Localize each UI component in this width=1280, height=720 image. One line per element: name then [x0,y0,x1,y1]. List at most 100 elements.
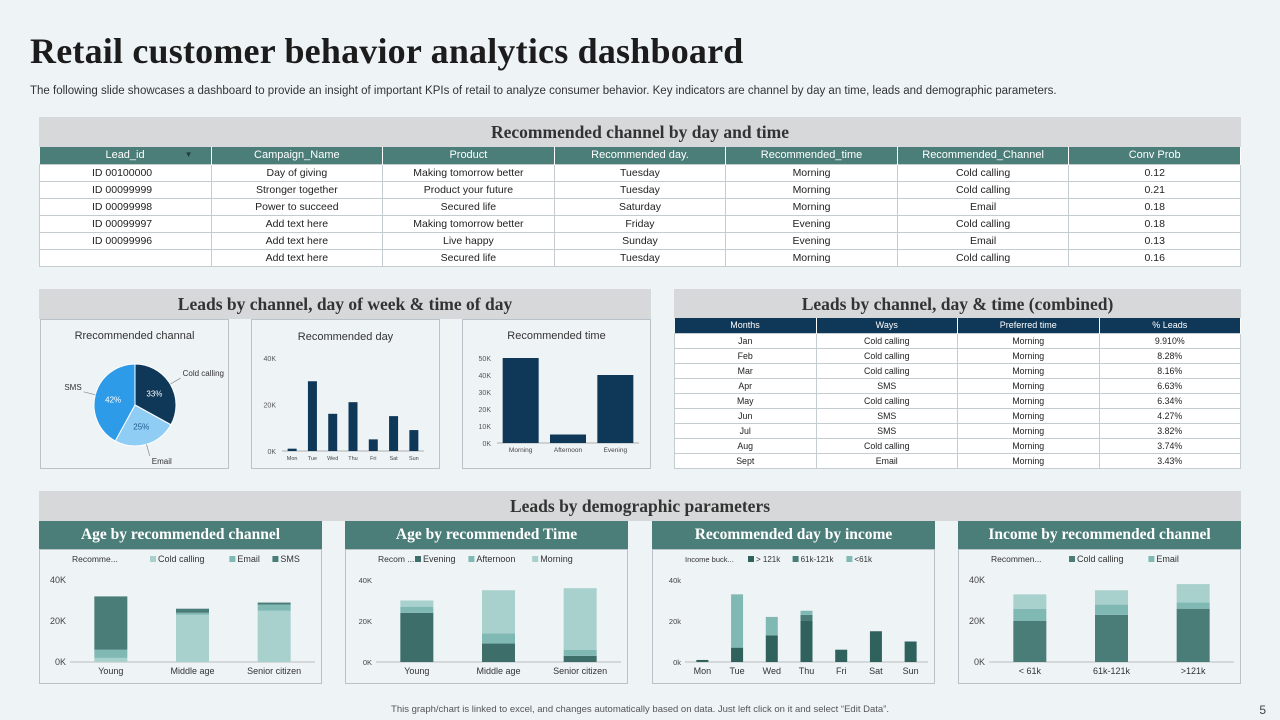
stacked-bar-segment [835,649,848,662]
legend-label: Evening [423,554,456,564]
stacked-bar-chart[interactable]: Recomme... Cold calling Email SMS 0K 20K 40K Yo… [40,550,323,685]
x-tick-label: 61k-121k [1093,666,1131,676]
section3-table-box: Months Ways Preferred time% Leads Jan Cold … [674,318,1241,469]
table-cell: Morning [957,407,1100,424]
legend-title: Recomme... [72,554,118,564]
column-header[interactable]: Ways [816,318,958,333]
legend-swatch [272,556,279,562]
table-row: Add text here Secured life Tuesday Morning C… [39,248,1241,267]
table-cell: Secured life [382,197,555,216]
table-cell: Tuesday [553,163,727,182]
table-cell: 0.16 [1068,248,1241,267]
legend-label: Afternoon [476,554,515,564]
column-header[interactable]: Preferred time [957,318,1100,333]
stacked-bar-chart[interactable]: Income buck... > 121k 61k-121k <61k 0k 20k 40k… [653,550,936,685]
table-row: May Cold calling Morning 6.34% [674,392,1241,409]
table-cell: Tuesday [553,180,727,199]
footnote: This graph/chart is linked to excel, and… [391,704,889,715]
pie-chart[interactable]: 33% Cold calling 25% Email 42% SMS [41,320,230,470]
table-cell: Morning [957,392,1100,409]
column-header[interactable]: Conv Prob [1068,147,1241,164]
x-tick-label: Wed [763,666,781,676]
stacked-bar-chart[interactable]: Recom ... Evening Afternoon Morning 0K 20K 40K… [346,550,629,685]
table-cell: Morning [957,377,1100,394]
table-cell: Cold calling [815,392,958,409]
page-subtitle: The following slide showcases a dashboar… [30,85,1057,97]
table-cell: 4.27% [1098,407,1241,424]
x-tick-label: Middle age [170,666,214,676]
demographic-chart-heading: Recommended day by income [652,521,935,549]
table-row: Apr SMS Morning 6.63% [674,377,1241,394]
y-tick-label: 40K [969,575,985,585]
legend-label: 61k-121k [801,555,835,564]
column-header[interactable]: Recommended_Channel [897,147,1070,164]
y-tick-label: 10K [479,424,492,431]
time-chart-title: Recommended time [507,330,606,342]
column-header[interactable]: Lead_id ▼ [39,147,212,164]
table-cell: Morning [957,347,1100,364]
table-cell: 3.74% [1098,437,1241,454]
x-tick-label: Evening [604,447,628,454]
table-cell: Morning [957,362,1100,379]
stacked-bar-segment [482,643,515,662]
y-tick-label: 0K [363,658,372,667]
table-cell: Cold calling [815,347,958,364]
table-cell: Cold calling [815,332,958,349]
time-bar-chart[interactable]: 0K 10K 20K 30K 40K 50K Morning Afternoon Evening [463,320,652,470]
column-header[interactable]: Campaign_Name [211,147,384,164]
table-cell: Making tomorrow better [382,163,555,182]
x-tick-label: Sun [903,666,919,676]
x-tick-label: Thu [799,666,815,676]
day-bar-chart[interactable]: 0K 20K 40K Mon Tue Wed Thu Fri Sat Sun [252,320,441,470]
column-header[interactable]: Product [382,147,555,164]
table-cell: 3.43% [1098,452,1241,469]
dropdown-arrow-icon[interactable]: ▼ [184,150,193,159]
legend-label: > 121k [756,555,781,564]
stacked-bar-segment [904,641,917,662]
column-header[interactable]: Recommended day. [554,147,727,164]
table-cell: Morning [957,437,1100,454]
table-cell: 0.18 [1068,214,1241,233]
bar [287,448,297,451]
legend-swatch [748,556,754,562]
table-cell: Morning [957,452,1100,469]
table-cell: Stronger together [210,180,384,199]
stacked-bar-segment [257,610,291,662]
stacked-bar-segment [94,657,128,662]
combined-leads-table: Months Ways Preferred time% Leads Jan Cold … [674,318,1241,469]
bar [328,413,338,451]
table-row: ID 00099998 Power to succeed Secured life S… [39,197,1241,216]
stacked-bar-segment [1013,594,1047,609]
legend-swatch [415,556,421,562]
x-tick-label: < 61k [1019,666,1042,676]
demographic-chart-panel: Recomme... Cold calling Email SMS 0K 20K 40K Yo… [39,549,322,684]
stacked-bar-segment [257,602,291,605]
y-tick-label: 0k [673,658,681,667]
section2-heading: Leads by channel, day of week & time of … [39,289,651,319]
legend-label: Cold calling [1077,554,1124,564]
table-cell: Email [815,452,958,469]
legend-title: Recom ... [378,554,414,564]
table-cell: Jun [674,407,817,424]
y-tick-label: 40K [264,356,277,363]
y-tick-label: 40K [359,576,372,585]
x-tick-label: Tue [308,456,317,462]
legend-swatch [792,556,799,562]
column-header[interactable]: Months [674,318,817,333]
column-header[interactable]: Recommended_time [725,147,898,164]
x-tick-label: Mon [287,456,298,462]
table-cell: Cold calling [896,248,1070,267]
y-tick-label: 20K [359,617,372,626]
stacked-bar-chart[interactable]: Recommen... Cold calling Email 0K 20K 40K < 61… [959,550,1242,685]
table-cell: Jan [674,332,817,349]
table-cell: 0.21 [1068,180,1241,199]
x-tick-label: Senior citizen [553,666,607,676]
column-header[interactable]: % Leads [1099,318,1241,333]
y-tick-label: 40K [50,575,66,585]
stacked-bar-segment [94,649,128,658]
stacked-bar-segment [400,600,434,607]
table-cell: 6.63% [1098,377,1241,394]
stacked-bar-segment [482,590,515,634]
table-cell: Aug [674,437,817,454]
x-tick-label: Fri [836,666,847,676]
